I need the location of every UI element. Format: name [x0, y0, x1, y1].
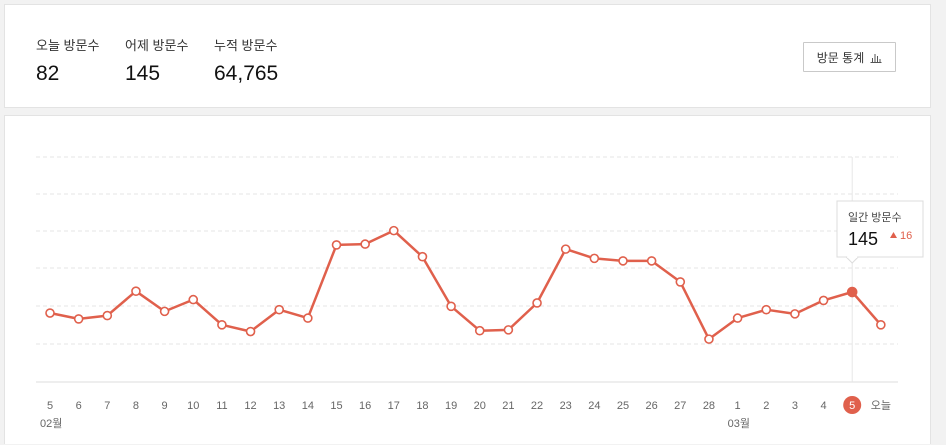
- data-point: [818, 295, 829, 306]
- data-point: [388, 225, 399, 236]
- data-point: [303, 313, 313, 323]
- stat-today: 오늘 방문수 82: [36, 35, 99, 86]
- x-tick-label: 27: [674, 400, 686, 412]
- data-point: [704, 334, 714, 344]
- x-tick-label: 3: [792, 400, 798, 412]
- data-point: [589, 253, 600, 264]
- data-point: [45, 308, 55, 318]
- data-point: [188, 294, 199, 305]
- x-tick-label: 15: [330, 400, 342, 412]
- x-tick-label: 23: [560, 400, 572, 412]
- data-point: [102, 310, 113, 321]
- stat-yesterday-value: 145: [125, 62, 161, 85]
- month-label: 03월: [728, 417, 750, 430]
- visit-stats-button[interactable]: 방문 통계: [803, 42, 896, 72]
- x-tick-label: 26: [646, 400, 658, 412]
- x-tick-label: 2: [763, 400, 769, 412]
- tooltip-pointer: [845, 256, 859, 264]
- x-tick-label: 5: [47, 400, 53, 412]
- triangle-up-icon: [890, 232, 897, 238]
- stat-today-label: 오늘 방문수: [36, 38, 100, 53]
- tooltip-label: 일간 방문수: [848, 210, 902, 224]
- data-point: [618, 256, 628, 266]
- data-point: [790, 309, 800, 319]
- x-tick-label: 7: [104, 400, 110, 412]
- x-tick-label: 1: [735, 400, 741, 412]
- x-tick-label: 20: [474, 400, 486, 412]
- x-tick-label: 14: [302, 400, 314, 412]
- stat-total-value: 64,765: [214, 62, 279, 85]
- stats-card: 오늘 방문수 82 어제 방문수 145 누적 방문수 64,765 방문 통계: [4, 4, 931, 108]
- stat-yesterday: 어제 방문수 145: [125, 35, 188, 86]
- tooltip-box: [836, 200, 924, 258]
- series-line: [49, 229, 882, 341]
- data-point: [846, 286, 858, 298]
- x-tick-label: 25: [617, 400, 629, 412]
- data-point: [159, 306, 170, 317]
- x-tick-label: 6: [76, 400, 82, 412]
- tooltip-value: 145: [848, 229, 878, 249]
- x-tick-label: 10: [187, 400, 199, 412]
- data-point: [274, 304, 285, 315]
- daily-visits-tooltip: 일간 방문수 145 16: [836, 200, 924, 264]
- x-tick-label: 11: [216, 400, 227, 412]
- data-point: [474, 325, 485, 336]
- stat-total-label: 누적 방문수: [214, 38, 278, 53]
- x-tick-label: 18: [416, 400, 428, 412]
- visit-stats-button-label: 방문 통계: [816, 50, 865, 65]
- month-label: 02월: [40, 417, 62, 430]
- data-point: [646, 256, 657, 266]
- data-point: [245, 326, 256, 337]
- x-tick-label: 5: [849, 400, 855, 412]
- data-point: [217, 320, 227, 330]
- data-point: [331, 240, 342, 250]
- bar-chart-icon: [870, 52, 882, 63]
- x-tick-label: 16: [359, 400, 371, 412]
- data-point: [446, 301, 456, 312]
- data-point: [560, 244, 571, 254]
- chart-card: 5 6 7 8 9 10 11 12 13 14 15 16 17 18 19 20 21 22 23 24 25 26 2…: [4, 115, 931, 444]
- visit-line-chart: 5 6 7 8 9 10 11 12 13 14 15 16 17 18 19 20 21 22 23 24 25 26 2…: [36, 156, 924, 430]
- x-tick-label: 9: [162, 400, 168, 412]
- x-tick-label: 21: [502, 400, 514, 412]
- data-point: [532, 298, 542, 308]
- stat-total: 누적 방문수 64,765: [214, 35, 278, 86]
- data-point: [131, 286, 141, 296]
- data-point: [732, 313, 743, 323]
- data-point: [675, 277, 686, 287]
- x-tick-label: 오늘: [871, 399, 891, 412]
- x-tick-label: 12: [244, 400, 256, 412]
- x-tick-label: 19: [445, 400, 457, 412]
- x-tick-label: 8: [133, 400, 139, 412]
- data-point: [417, 251, 428, 262]
- data-point: [360, 239, 370, 249]
- x-tick-label: 17: [388, 400, 400, 412]
- x-tick-label: 28: [703, 400, 715, 412]
- data-point: [503, 325, 514, 335]
- data-point: [876, 320, 886, 330]
- x-tick-label: 13: [273, 400, 285, 412]
- data-point: [761, 304, 772, 315]
- stat-today-value: 82: [36, 62, 60, 85]
- x-tick-label: 4: [820, 400, 826, 412]
- tooltip-delta: 16: [900, 230, 912, 242]
- selected-date-marker: [843, 396, 862, 414]
- stat-yesterday-label: 어제 방문수: [125, 38, 189, 53]
- x-tick-label: 24: [588, 400, 600, 412]
- x-tick-label: 22: [531, 400, 543, 412]
- data-point: [73, 314, 84, 324]
